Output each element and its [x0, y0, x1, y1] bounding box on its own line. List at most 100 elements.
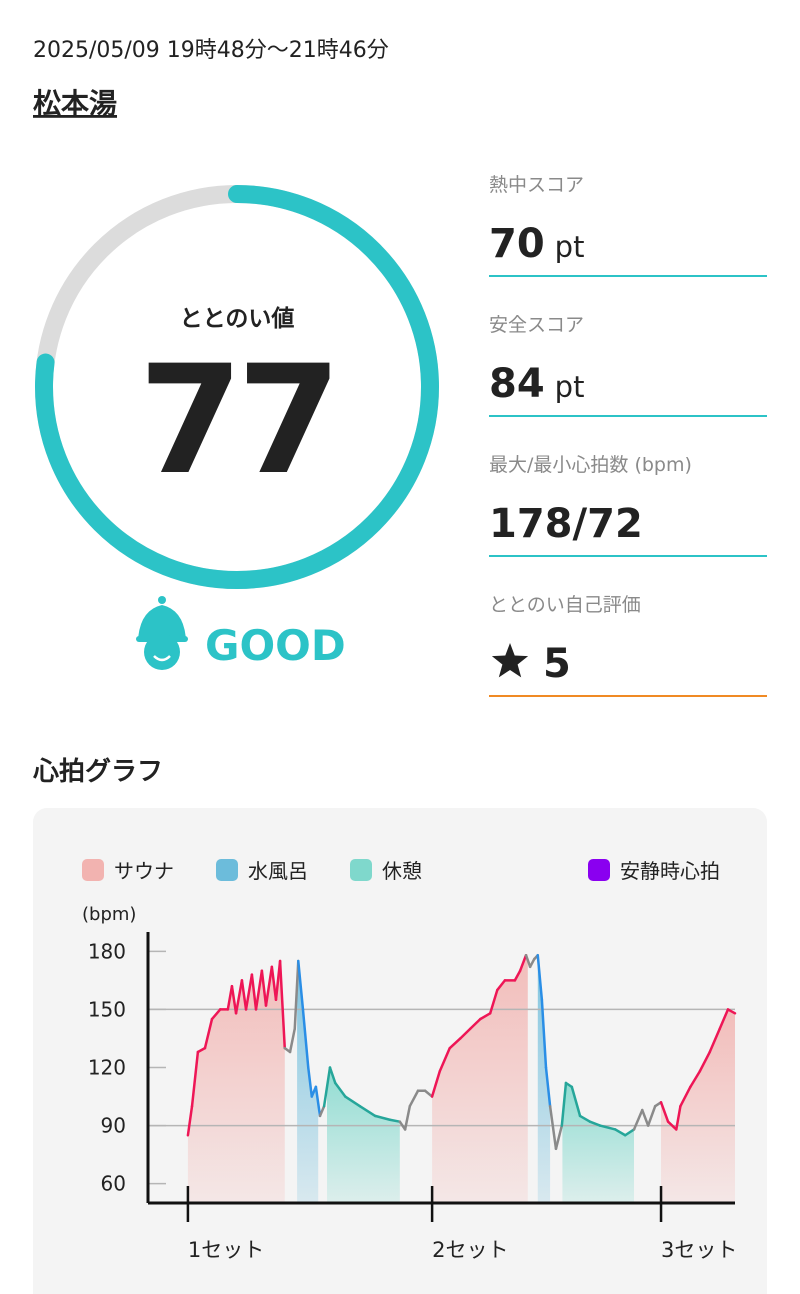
heart-rate-segment	[430, 1070, 441, 1098]
y-tick-label: 90	[101, 1114, 126, 1138]
rating: GOOD	[205, 621, 346, 670]
rating-icon	[136, 596, 188, 670]
heart-rate-segment	[496, 979, 507, 992]
heart-rate-segment	[234, 979, 244, 1015]
heart-rate-segment	[293, 959, 300, 1031]
heart-rate-segment	[623, 1128, 636, 1137]
heart-rate-segment	[328, 1066, 337, 1085]
heart-rate-segment	[403, 1104, 412, 1131]
heart-rate-segment	[513, 969, 522, 982]
heart-rate-segment	[536, 953, 544, 1001]
heart-rate-segment	[488, 988, 499, 1015]
stat-value: 84 pt	[489, 361, 584, 407]
heart-rate-segment	[560, 1081, 568, 1127]
legend-swatch	[350, 859, 372, 881]
heart-rate-segment	[548, 1104, 558, 1151]
heart-rate-segment	[578, 1114, 592, 1123]
y-tick-label: 180	[88, 939, 126, 963]
legend-swatch	[82, 859, 104, 881]
stats: 熱中スコア 70 pt 安全スコア 84 pt 最大/最小心拍数 (bpm) 178/72 とと…	[489, 174, 767, 697]
stat-label: 安全スコア	[489, 314, 584, 336]
x-tick-label: 3セット	[661, 1238, 737, 1262]
legend-label: 水風呂	[248, 859, 308, 883]
legend-label: サウナ	[114, 859, 174, 883]
x-tick-labels: 1セット 2セット 3セット	[188, 1238, 737, 1262]
phase-area	[327, 1067, 400, 1203]
heart-rate-segment	[469, 1017, 482, 1031]
heart-rate-segment	[554, 1124, 564, 1151]
heart-rate-segment	[646, 1104, 657, 1127]
heart-rate-segment	[240, 979, 248, 1011]
heart-rate-segment	[230, 984, 238, 1015]
heart-rate-segment	[540, 998, 548, 1069]
heart-rate-segment	[614, 1128, 627, 1137]
heart-rate-segment	[698, 1050, 712, 1073]
heart-rate-segment	[641, 1108, 650, 1127]
heart-rate-segment	[675, 1104, 682, 1131]
stat-number: 5	[543, 641, 571, 687]
heart-rate-segment	[244, 973, 254, 1011]
stat-value: 5	[543, 641, 571, 687]
phase-area	[661, 1009, 735, 1203]
heart-rate-segment	[196, 1046, 207, 1054]
stat-unit: pt	[555, 230, 585, 264]
stat-number: 84	[489, 361, 545, 407]
gauge-arc	[35, 185, 439, 589]
heart-rate-segment	[528, 957, 536, 969]
heart-rate-segment	[278, 959, 287, 1050]
y-axis-label: (bpm)	[82, 904, 136, 925]
heart-rate-segment	[334, 1081, 347, 1098]
legend-label: 安静時心拍	[620, 859, 720, 883]
y-tick-label: 150	[88, 997, 126, 1021]
heart-rate-segment	[270, 965, 278, 1001]
heart-rate-segment	[307, 1066, 314, 1098]
heart-rate-segment	[718, 1008, 730, 1031]
section-title: 心拍グラフ	[32, 757, 163, 787]
stat-label: 最大/最小心拍数 (bpm)	[489, 454, 692, 476]
heart-rate-segment	[666, 1120, 678, 1131]
heart-rate-segment	[708, 1027, 721, 1054]
heart-rate-segment	[297, 959, 305, 1011]
heart-rate-segment	[388, 1118, 402, 1123]
heart-rate-segment	[438, 1046, 451, 1073]
score-label: ととのい値	[180, 306, 295, 332]
gauge	[35, 185, 439, 589]
heart-rate-segment	[423, 1089, 434, 1098]
x-tick-label: 1セット	[188, 1238, 264, 1262]
heart-rate-segment	[264, 965, 274, 1007]
stat-label: 熱中スコア	[489, 174, 584, 196]
heart-rate-segment	[322, 1066, 332, 1108]
heart-rate-segment	[318, 1104, 326, 1118]
heart-rate-segment	[190, 1050, 200, 1108]
stat-value: 70 pt	[489, 221, 584, 267]
heart-rate-segment	[186, 1104, 194, 1137]
heart-rate-segment	[210, 1008, 222, 1021]
heart-rate-segment	[250, 973, 258, 1011]
y-tick-label: 60	[101, 1172, 126, 1196]
phase-area	[537, 955, 551, 1203]
heart-rate-segment	[260, 969, 268, 1007]
heart-rate-segment	[254, 969, 264, 1011]
phase-area	[432, 955, 528, 1203]
heart-rate-segment	[478, 1012, 492, 1021]
stat-label: ととのい自己評価	[489, 594, 641, 616]
score-value: 77	[139, 334, 336, 508]
legend-swatch	[588, 859, 610, 881]
datetime: 2025/05/09 19時48分〜21時46分	[33, 38, 389, 63]
heart-rate-segment	[226, 984, 234, 1011]
heart-rate-segment	[632, 1108, 644, 1131]
heart-rate-segment	[373, 1114, 392, 1122]
phase-area	[297, 961, 319, 1203]
heart-rate-segment	[726, 1008, 737, 1015]
heart-rate-segment	[314, 1085, 322, 1118]
heart-rate-segment	[301, 1008, 310, 1069]
x-tick-label: 2セット	[432, 1238, 508, 1262]
heart-rate-segment	[659, 1101, 670, 1123]
stat-number: 178/72	[489, 501, 643, 547]
heart-rate-segment	[288, 1027, 296, 1054]
heart-rate-segment	[570, 1085, 582, 1118]
place-name[interactable]: 松本湯	[33, 87, 117, 120]
heart-rate-segment	[689, 1070, 702, 1089]
stat-value: 178/72	[489, 501, 643, 547]
star-icon	[491, 643, 529, 678]
